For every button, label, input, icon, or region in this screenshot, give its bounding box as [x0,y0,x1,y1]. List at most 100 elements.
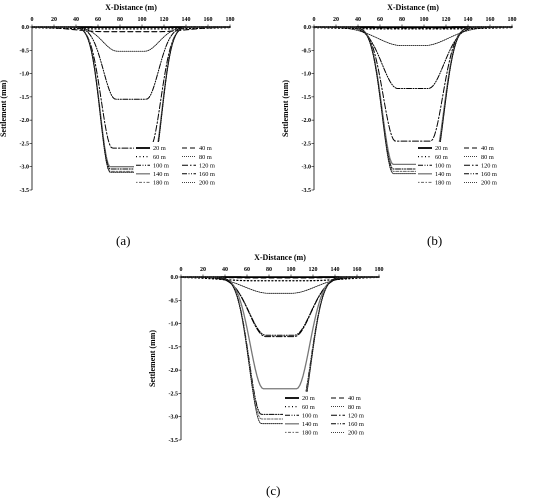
legend-label: 100 m [302,412,318,419]
legend-label: 160 m [481,171,497,178]
x-tick-label: 100 [287,267,296,273]
legend-label: 160 m [199,171,215,178]
legend-label: 180 m [435,180,451,187]
series-line-140m [180,276,380,390]
chart-panel-c: X-Distance (m) Settlement (mm) 0 20 40 60 80 10… [148,253,384,444]
series-line-80m [180,276,380,294]
x-tick-label: 120 [309,267,318,273]
x-tick-label: 120 [442,17,451,23]
legend-label: 140 m [302,421,318,428]
x-axis-title: X-Distance (m) [105,3,157,12]
x-tick-label: 180 [375,267,384,273]
series-line-120m [313,26,513,142]
y-tick-label: 0.0 [22,25,30,31]
legend-label: 200 m [199,180,215,187]
x-tick-label: 180 [226,17,235,23]
x-tick-label: 140 [331,267,340,273]
x-tick-label: 20 [200,267,206,273]
y-axis-title: Settlement (mm) [148,330,157,387]
panel-label-c: (c) [266,483,281,498]
y-tick-label: -2.5 [302,141,312,147]
y-tick-label: -1.0 [20,72,30,78]
series-line-120m [180,276,380,338]
y-tick-label: -3.0 [169,415,179,421]
x-tick-label: 140 [182,17,191,23]
legend-label: 80 m [481,154,494,161]
series-line-200m [313,26,513,175]
x-tick-label: 60 [244,267,250,273]
x-tick-label: 20 [51,17,57,23]
legend-label: 100 m [153,162,169,169]
legend-label: 40 m [481,145,494,152]
x-tick-label: 120 [160,17,169,23]
y-tick-label: -2.0 [169,368,179,374]
legend-label: 60 m [153,154,166,161]
x-tick-label: 40 [73,17,79,23]
series-line-60m [180,276,380,282]
legend-label: 60 m [302,404,315,411]
x-tick-label: 100 [420,17,429,23]
panel-label-b: (b) [427,233,443,248]
series-line-120m [31,26,231,149]
x-tick-label: 60 [95,17,101,23]
y-axis-title: Settlement (mm) [0,80,8,137]
legend-label: 120 m [199,162,215,169]
x-tick-label: 0 [31,17,34,23]
y-tick-label: -3.0 [302,165,312,171]
legend-label: 20 m [153,145,166,152]
y-tick-label: -0.5 [169,298,179,304]
x-tick-label: 0 [313,17,316,23]
y-axis-title: Settlement (mm) [281,80,290,137]
legend-label: 20 m [302,395,315,402]
legend-label: 180 m [153,180,169,187]
series-line-100m [313,26,513,89]
series-line-200m [180,276,380,425]
x-tick-label: 40 [355,17,361,23]
y-tick-label: -1.5 [20,95,30,101]
x-tick-label: 60 [377,17,383,23]
legend-label: 40 m [348,395,361,402]
legend-label: 120 m [481,162,497,169]
y-tick-label: -2.5 [169,391,179,397]
chart-panel-a: X-Distance (m) Settlement (mm) 0 20 40 60 80 10… [0,3,235,194]
y-tick-label: -0.5 [302,48,312,54]
legend-label: 140 m [435,171,451,178]
x-tick-label: 20 [333,17,339,23]
y-tick-label: -0.5 [20,48,30,54]
y-tick-label: -3.5 [169,438,179,444]
legend-label: 60 m [435,154,448,161]
legend-label: 180 m [302,430,318,437]
x-tick-label: 180 [508,17,517,23]
legend-label: 160 m [348,421,364,428]
legend-label: 140 m [153,171,169,178]
legend-label: 80 m [348,404,361,411]
x-tick-label: 40 [222,267,228,273]
y-tick-label: -3.5 [20,188,30,194]
legend-label: 20 m [435,145,448,152]
legend-label: 120 m [348,412,364,419]
y-tick-label: -3.5 [302,188,312,194]
x-tick-label: 0 [180,267,183,273]
y-tick-label: -1.0 [302,72,312,78]
legend-label: 40 m [199,145,212,152]
legend-label: 200 m [481,180,497,187]
x-tick-label: 80 [117,17,123,23]
y-tick-label: 0.0 [304,25,312,31]
x-tick-label: 140 [464,17,473,23]
legend-label: 100 m [435,162,451,169]
y-tick-label: -2.0 [302,118,312,124]
panel-label-a: (a) [116,233,131,248]
series-line-80m [31,26,231,52]
y-tick-label: -2.0 [20,118,30,124]
y-tick-label: -1.0 [169,322,179,328]
x-tick-label: 160 [486,17,495,23]
series-line-200m [31,26,231,173]
series-line-60m [31,26,231,30]
legend-label: 200 m [348,430,364,437]
y-tick-label: 0.0 [171,275,179,281]
legend-label: 80 m [199,154,212,161]
x-tick-label: 160 [353,267,362,273]
x-tick-label: 100 [138,17,147,23]
series-line-100m [31,26,231,100]
x-tick-label: 160 [204,17,213,23]
